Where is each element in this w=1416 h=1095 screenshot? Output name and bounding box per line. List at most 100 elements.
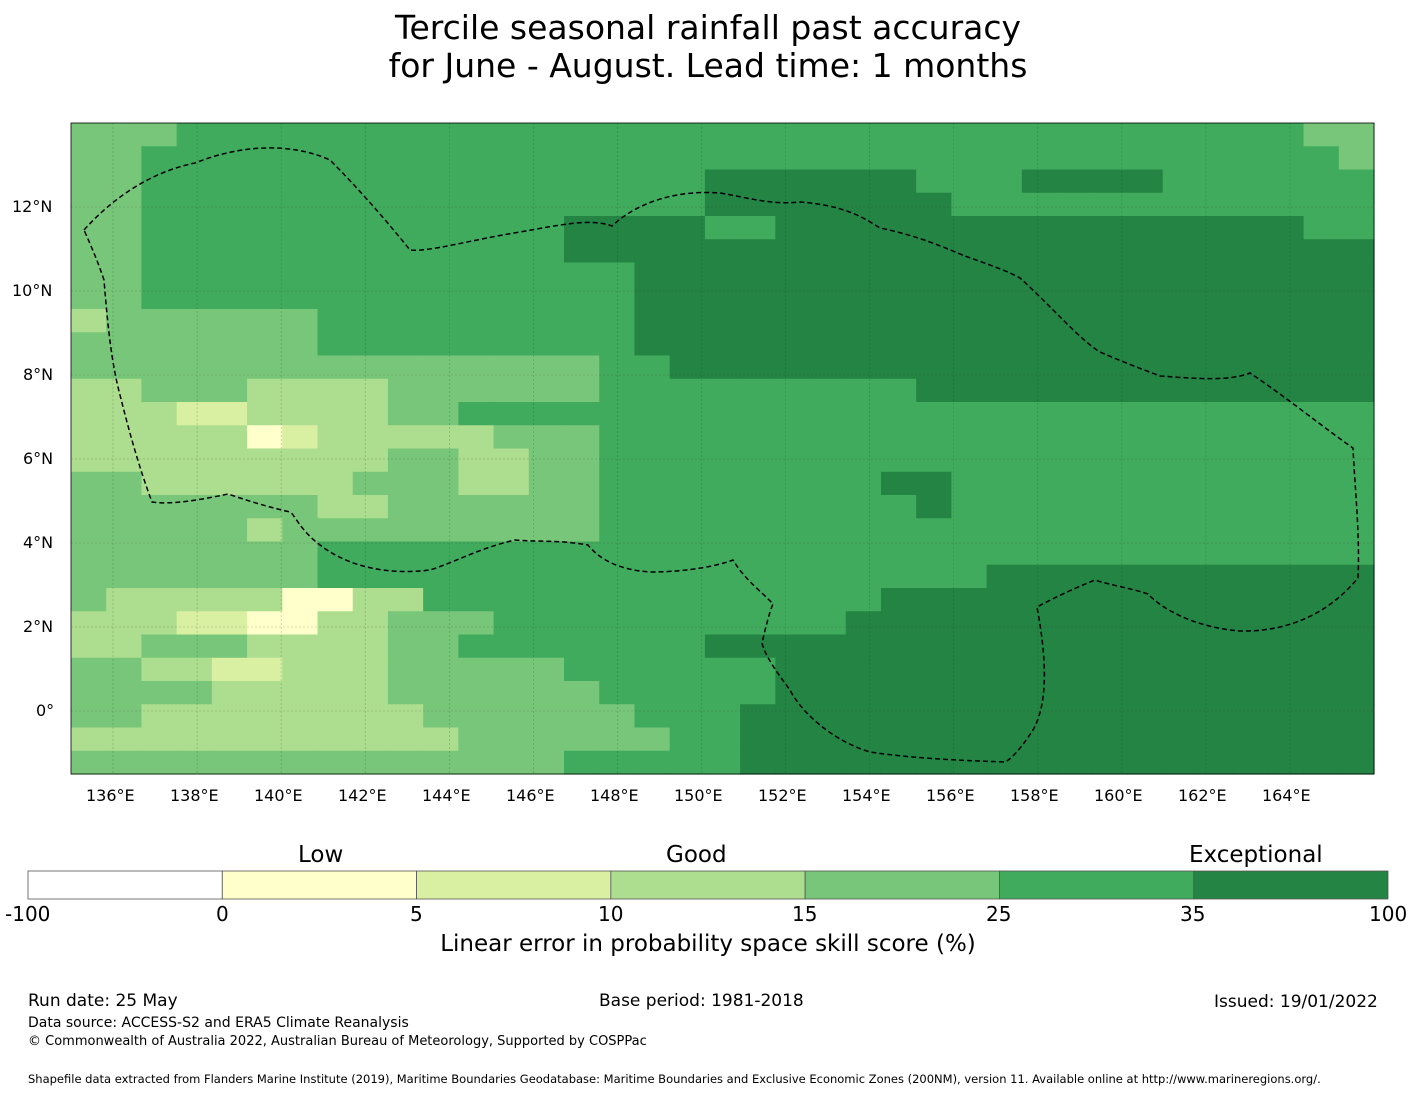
legend-category-good: Good: [666, 842, 727, 868]
skill-cell: [71, 355, 107, 380]
skill-cell: [282, 518, 319, 543]
skill-cell: [845, 262, 882, 287]
lon-label-142e: 142°E: [338, 786, 387, 805]
skill-cell: [176, 657, 213, 682]
skill-cell: [387, 262, 424, 287]
skill-cell: [1268, 192, 1305, 217]
skill-cell: [916, 239, 953, 264]
skill-cell: [810, 681, 847, 705]
skill-cell: [775, 332, 812, 357]
skill-cell: [1162, 355, 1199, 380]
skill-cell: [986, 750, 1023, 775]
skill-cell: [458, 611, 495, 636]
skill-cell: [1303, 378, 1340, 403]
skill-cell: [1162, 564, 1199, 589]
skill-cell: [458, 192, 495, 217]
skill-cell: [1162, 123, 1199, 147]
copyright: © Commonwealth of Australia 2022, Austra…: [28, 1034, 647, 1049]
skill-cell: [211, 425, 248, 450]
skill-cell: [599, 495, 636, 519]
skill-cell: [564, 123, 600, 147]
skill-cell: [986, 332, 1023, 357]
skill-cell: [775, 402, 812, 426]
skill-cell: [845, 588, 882, 612]
skill-cell: [1057, 750, 1093, 775]
skill-cell: [247, 495, 283, 519]
skill-cell: [951, 192, 988, 217]
skill-cell: [423, 192, 459, 217]
skill-cell: [1268, 750, 1305, 775]
skill-cell: [599, 262, 636, 287]
skill-cell: [1338, 309, 1375, 333]
skill-cell: [352, 192, 389, 217]
skill-cell: [704, 448, 741, 473]
skill-cell: [1303, 634, 1340, 659]
skill-cell: [599, 727, 636, 752]
skill-cell: [986, 402, 1023, 426]
skill-cell: [916, 750, 953, 775]
skill-cell: [1233, 448, 1269, 473]
skill-cell: [1197, 727, 1234, 752]
lat-label-8n: 8°N: [23, 365, 54, 384]
skill-cell: [458, 355, 495, 380]
skill-cell: [282, 471, 319, 496]
skill-cell: [493, 216, 530, 240]
skill-cell: [986, 192, 1023, 217]
skill-cell: [1268, 146, 1305, 171]
skill-cell: [986, 681, 1023, 705]
skill-cell: [845, 541, 882, 566]
skill-cell: [528, 588, 565, 612]
skill-cell: [1127, 657, 1164, 682]
skill-cell: [247, 262, 283, 287]
skill-cell: [564, 448, 600, 473]
skill-cell: [317, 681, 354, 705]
skill-cell: [1233, 564, 1269, 589]
skill-cell: [387, 169, 424, 194]
skill-cell: [141, 564, 178, 589]
skill-cell: [1057, 611, 1093, 636]
lon-label-150e: 150°E: [674, 786, 723, 805]
skill-cell: [845, 378, 882, 403]
skill-cell: [528, 192, 565, 217]
skill-cell: [1092, 681, 1129, 705]
skill-cell: [1268, 402, 1305, 426]
skill-cell: [317, 471, 354, 496]
skill-cell: [387, 704, 424, 729]
skill-cell: [141, 169, 178, 194]
skill-cell: [176, 518, 213, 543]
skill-cell: [141, 425, 178, 450]
map-frame: [70, 122, 1375, 775]
skill-cell: [1197, 355, 1234, 380]
skill-cell: [1338, 611, 1375, 636]
skill-cell: [740, 332, 776, 357]
skill-cell: [916, 657, 953, 682]
skill-cell: [528, 471, 565, 496]
skill-cell: [247, 588, 283, 612]
skill-cell: [528, 657, 565, 682]
skill-cell: [775, 681, 812, 705]
skill-cell: [1338, 588, 1375, 612]
skill-cell: [247, 123, 283, 147]
skill-cell: [1338, 285, 1375, 310]
skill-cell: [986, 378, 1023, 403]
skill-cell: [986, 518, 1023, 543]
skill-cell: [1092, 192, 1129, 217]
skill-cell: [106, 727, 143, 752]
skill-cell: [564, 588, 600, 612]
skill-cell: [810, 495, 847, 519]
skill-cell: [423, 285, 459, 310]
skill-cell: [810, 216, 847, 240]
skill-cell: [880, 495, 917, 519]
skill-cell: [704, 425, 741, 450]
skill-cell: [564, 262, 600, 287]
skill-cell: [176, 425, 213, 450]
skill-cell: [71, 727, 107, 752]
skill-cell: [1021, 727, 1058, 752]
skill-cell: [1127, 239, 1164, 264]
skill-cell: [1233, 216, 1269, 240]
skill-cell: [951, 378, 988, 403]
skill-cell: [1338, 146, 1375, 171]
skill-cell: [423, 332, 459, 357]
skill-cell: [458, 727, 495, 752]
skill-cell: [669, 216, 706, 240]
